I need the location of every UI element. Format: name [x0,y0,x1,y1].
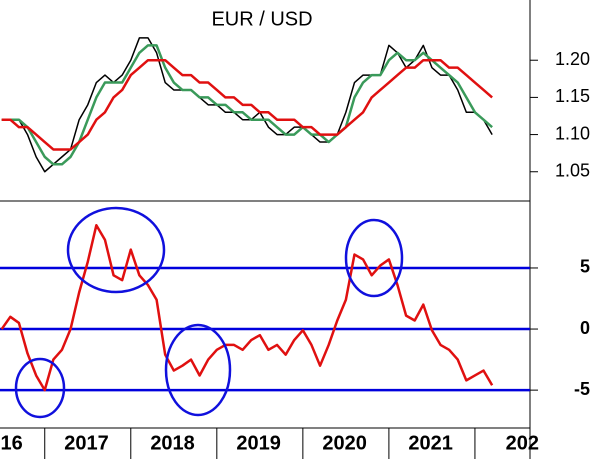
y-tick-label: 5 [580,257,590,277]
series-line [1,58,493,151]
annotation-circle [66,206,166,294]
series-line [1,37,493,173]
x-tick-label: 2021 [408,432,453,454]
series-line [1,44,493,166]
y-tick-label: 1.20 [555,49,590,69]
x-tick-label: 2017 [64,432,109,454]
y-tick-label: 1.15 [555,86,590,106]
x-tick-label: 16 [0,432,22,454]
annotation-circle [14,357,66,419]
chart-title: EUR / USD [211,8,312,30]
y-tick-label: 1.05 [555,160,590,180]
series-line [0,223,494,392]
x-tick-label: 202 [506,432,539,454]
plot-area [0,37,530,392]
annotation-circles [14,206,404,419]
x-tick-label: 2020 [322,432,367,454]
annotation-circle [344,218,404,298]
y-tick-label: 1.10 [555,123,590,143]
y-tick-label: -5 [574,379,590,399]
annotation-circle [164,323,232,417]
y-tick-label: 0 [580,318,590,338]
x-tick-label: 2019 [236,432,281,454]
x-tick-label: 2018 [150,432,195,454]
